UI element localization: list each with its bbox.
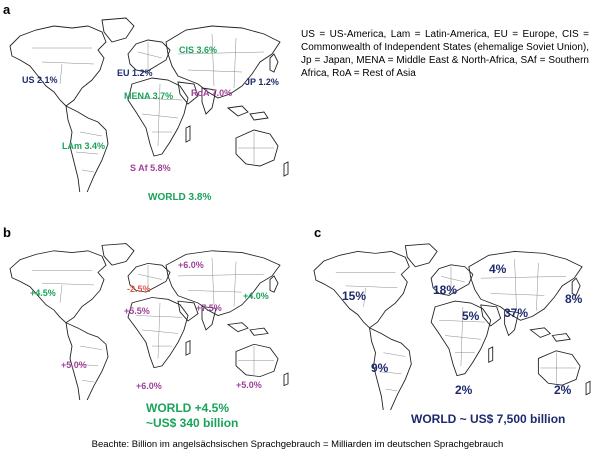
panel-c-label-oceania: 2%	[554, 383, 572, 397]
panel-b-world-total: WORLD +4.5%	[146, 401, 230, 415]
panel-b-label-mena: +5.5%	[124, 306, 150, 316]
panel-a-label-jp: JP 1.2%	[245, 77, 279, 87]
panel-c-label-lam: 9%	[371, 361, 389, 375]
panel-c-label-na: 15%	[342, 289, 367, 303]
panel-b-label-lam: +5.0%	[61, 360, 87, 370]
panel-c-label-cis: 4%	[489, 262, 507, 276]
panel-a-label-mena: MENA 3.7%	[124, 91, 174, 101]
panel-b-letter: b	[3, 225, 11, 240]
panel-a-letter: a	[3, 2, 11, 17]
panel-b-label-cis: +6.0%	[178, 260, 204, 270]
panel-a-label-us: US 2.1%	[22, 75, 58, 85]
panel-a-label-eu: EU 1.2%	[117, 68, 153, 78]
panel-b-label-eu: -2.5%	[127, 284, 151, 294]
panel-a-label-cis: CIS 3.6%	[179, 45, 218, 55]
panel-c-world-total: WORLD ~ US$ 7,500 billion	[411, 412, 566, 426]
panel-c-label-eu: 18%	[433, 283, 458, 297]
panel-b-label-saf: +6.0%	[136, 381, 162, 391]
panel-a-label-saf: S Af 5.8%	[130, 163, 171, 173]
abbreviation-legend: US = US-America, Lam = Latin-America, EU…	[301, 29, 589, 79]
panel-b-world-map	[2, 240, 292, 400]
panel-c-letter: c	[314, 225, 322, 240]
panel-a-label-roa: RoA 7.0%	[191, 88, 233, 98]
footer-note: Beachte: Billion im angelsächsischen Spr…	[91, 439, 504, 450]
panel-b-label-roa: +7.5%	[196, 303, 222, 313]
panel-a-world-total: WORLD 3.8%	[148, 192, 212, 203]
panel-b-label-na: +4.5%	[30, 288, 56, 298]
panel-c-label-jp: 8%	[565, 292, 583, 306]
panel-b-label-jp: +4.0%	[243, 291, 269, 301]
panel-c-label-roa: 37%	[504, 306, 529, 320]
panel-a-label-lam: LAm 3.4%	[62, 141, 106, 151]
panel-b-world-value: ~US$ 340 billion	[146, 416, 239, 430]
panel-c-label-mena: 5%	[462, 309, 480, 323]
panel-c-world-map	[306, 240, 594, 410]
panel-c-label-saf: 2%	[455, 383, 473, 397]
panel-b-label-oceania: +5.0%	[236, 380, 262, 390]
